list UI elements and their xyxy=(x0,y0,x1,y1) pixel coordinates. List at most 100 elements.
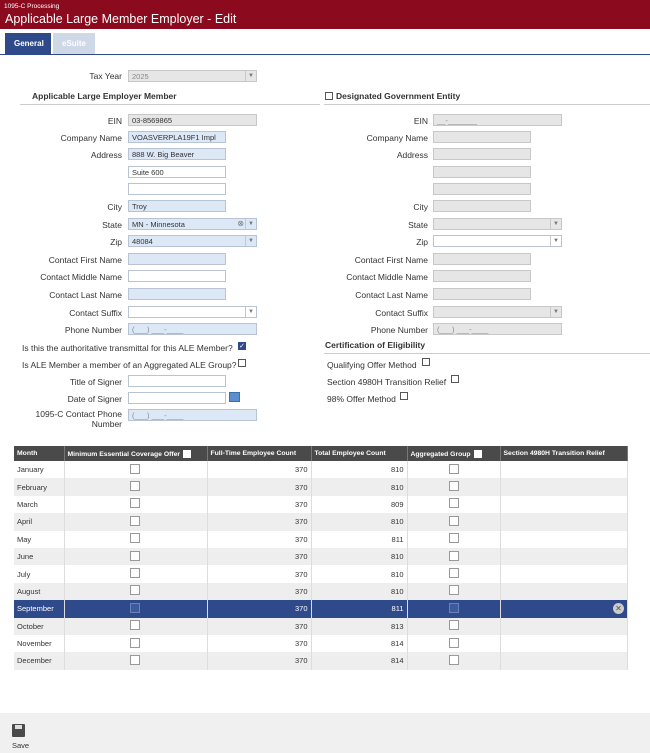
agg-checkbox[interactable] xyxy=(238,359,246,367)
last-name-field[interactable] xyxy=(128,288,226,300)
dge-ein-field[interactable]: __-_______ xyxy=(433,114,562,126)
aggregated-checkbox[interactable] xyxy=(448,568,459,579)
tab-esuite[interactable]: eSuite xyxy=(53,33,95,54)
transition-cell[interactable] xyxy=(500,652,628,670)
contact-phone-field[interactable]: (___) ___-____ xyxy=(128,409,257,421)
aggregated-checkbox[interactable] xyxy=(448,637,459,648)
mec-checkbox[interactable] xyxy=(129,585,140,596)
address2-field[interactable]: Suite 600 xyxy=(128,166,226,178)
zip-select[interactable]: 48084 ▼ xyxy=(128,235,257,247)
table-row[interactable]: July 370 810 xyxy=(14,565,628,583)
table-row[interactable]: May 370 811 xyxy=(14,530,628,548)
dge-zip-select[interactable]: ▼ xyxy=(433,235,562,247)
mec-checkbox[interactable] xyxy=(129,515,140,526)
clear-icon[interactable]: ⊗ xyxy=(237,219,244,228)
dge-suffix-select[interactable]: ▼ xyxy=(433,306,562,318)
auth-checkbox[interactable]: ✓ xyxy=(238,342,246,350)
calendar-icon[interactable] xyxy=(229,392,240,402)
state-value: MN - Minnesota xyxy=(132,220,185,229)
chevron-down-icon: ▼ xyxy=(245,236,256,246)
address3-field[interactable] xyxy=(128,183,226,195)
aggregated-checkbox[interactable] xyxy=(448,654,459,665)
mec-checkbox[interactable] xyxy=(129,568,140,579)
state-select[interactable]: MN - Minnesota ⊗ ▼ xyxy=(128,218,257,230)
aggregated-header-checkbox[interactable] xyxy=(473,449,482,458)
aggregated-checkbox[interactable] xyxy=(448,481,459,492)
mec-header-checkbox[interactable] xyxy=(183,449,192,458)
dge-first-name-field[interactable] xyxy=(433,253,531,265)
phone-field[interactable]: (___) ___-____ xyxy=(128,323,257,335)
dge-checkbox[interactable] xyxy=(325,92,333,100)
save-button[interactable]: Save xyxy=(12,741,30,750)
tab-general[interactable]: General xyxy=(5,33,51,54)
transition-cell[interactable] xyxy=(500,478,628,496)
dge-city-field[interactable] xyxy=(433,200,531,212)
mec-checkbox[interactable] xyxy=(129,620,140,631)
save-icon[interactable] xyxy=(12,724,25,737)
middle-name-field[interactable] xyxy=(128,270,226,282)
transition-cell[interactable] xyxy=(500,513,628,531)
transition-cell[interactable]: ✕ xyxy=(500,600,628,618)
table-row[interactable]: March 370 809 xyxy=(14,495,628,514)
transition-cell[interactable] xyxy=(500,582,628,601)
middle-name-label: Contact Middle Name xyxy=(40,272,122,282)
mec-checkbox[interactable] xyxy=(129,637,140,648)
transition-cell[interactable] xyxy=(500,547,628,566)
aggregated-checkbox[interactable] xyxy=(448,550,459,561)
transition-cell[interactable] xyxy=(500,461,628,479)
mec-checkbox[interactable] xyxy=(129,481,140,492)
dge-address3-field[interactable] xyxy=(433,183,531,195)
mec-checkbox[interactable] xyxy=(129,602,140,613)
tax-year-select[interactable]: 2025 ▼ xyxy=(128,70,257,82)
mec-checkbox[interactable] xyxy=(129,550,140,561)
transition-cell[interactable] xyxy=(500,634,628,653)
cert-98-checkbox[interactable] xyxy=(400,392,408,400)
dge-company-field[interactable] xyxy=(433,131,531,143)
first-name-field[interactable] xyxy=(128,253,226,265)
table-row[interactable]: April 370 810 xyxy=(14,513,628,531)
dge-address2-field[interactable] xyxy=(433,166,531,178)
mec-checkbox[interactable] xyxy=(129,533,140,544)
suffix-select[interactable]: ▼ xyxy=(128,306,257,318)
dge-phone-field[interactable]: (___) ___-____ xyxy=(433,323,562,335)
dge-address1-field[interactable] xyxy=(433,148,531,160)
table-row[interactable]: September 370 811 ✕ xyxy=(14,600,628,618)
aggregated-checkbox[interactable] xyxy=(448,620,459,631)
clear-icon[interactable]: ✕ xyxy=(613,603,624,615)
address1-field[interactable]: 888 W. Big Beaver xyxy=(128,148,226,160)
dge-middle-name-field[interactable] xyxy=(433,270,531,282)
table-row[interactable]: November 370 814 xyxy=(14,634,628,653)
last-name-label: Contact Last Name xyxy=(49,290,122,300)
signer-date-field[interactable] xyxy=(128,392,226,404)
transition-cell[interactable] xyxy=(500,565,628,583)
dge-state-select[interactable]: ▼ xyxy=(433,218,562,230)
cert-qom-checkbox[interactable] xyxy=(422,358,430,366)
table-row[interactable]: December 370 814 xyxy=(14,652,628,670)
transition-cell[interactable] xyxy=(500,530,628,548)
table-row[interactable]: August 370 810 xyxy=(14,582,628,601)
aggregated-checkbox[interactable] xyxy=(448,533,459,544)
mec-checkbox[interactable] xyxy=(129,654,140,665)
transition-cell[interactable] xyxy=(500,495,628,514)
aggregated-checkbox[interactable] xyxy=(448,498,459,509)
city-field[interactable]: Troy xyxy=(128,200,226,212)
mec-checkbox[interactable] xyxy=(129,463,140,474)
aggregated-checkbox[interactable] xyxy=(448,602,459,613)
table-row[interactable]: January 370 810 xyxy=(14,461,628,479)
ein-field[interactable]: 03-8569865 xyxy=(128,114,257,126)
dge-middle-name-label: Contact Middle Name xyxy=(346,272,428,282)
table-row[interactable]: February 370 810 xyxy=(14,478,628,496)
cert-4980h-checkbox[interactable] xyxy=(451,375,459,383)
dge-last-name-field[interactable] xyxy=(433,288,531,300)
table-row[interactable]: June 370 810 xyxy=(14,547,628,566)
col-aggregated[interactable]: Aggregated Group xyxy=(407,446,501,461)
company-field[interactable]: VOASVERPLA19F1 Impl xyxy=(128,131,226,143)
transition-cell[interactable] xyxy=(500,617,628,635)
col-mec-offer[interactable]: Minimum Essential Coverage Offer xyxy=(64,446,208,461)
mec-checkbox[interactable] xyxy=(129,498,140,509)
aggregated-checkbox[interactable] xyxy=(448,463,459,474)
signer-title-field[interactable] xyxy=(128,375,226,387)
aggregated-checkbox[interactable] xyxy=(448,515,459,526)
aggregated-checkbox[interactable] xyxy=(448,585,459,596)
table-row[interactable]: October 370 813 xyxy=(14,617,628,635)
